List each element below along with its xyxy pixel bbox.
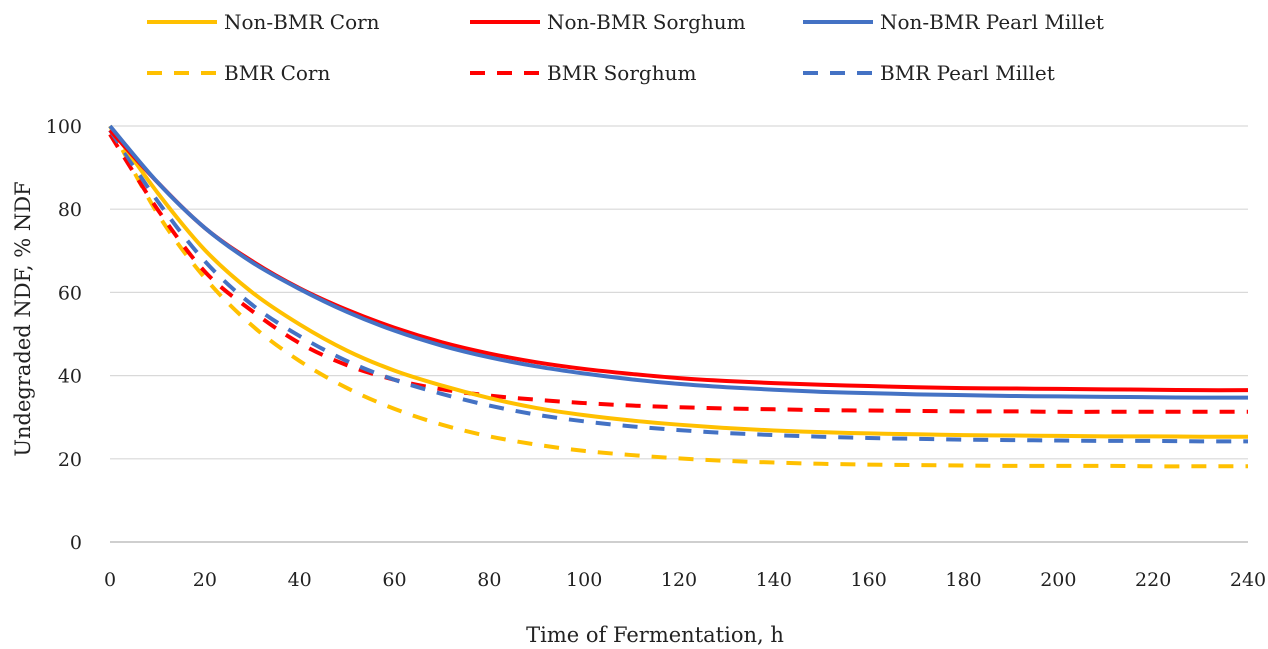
series-lines <box>108 124 1249 469</box>
x-tick-label: 60 <box>382 569 406 591</box>
series-line-non-bmr-corn <box>108 124 1249 439</box>
x-tick-label: 140 <box>756 569 792 591</box>
legend-label: Non-BMR Corn <box>224 10 380 34</box>
y-tick-label: 60 <box>58 282 82 304</box>
legend-label: BMR Sorghum <box>547 61 696 85</box>
y-tick-label: 40 <box>58 366 82 388</box>
legend-item-bmr-corn: BMR Corn <box>147 61 330 85</box>
y-tick-label: 80 <box>58 199 82 221</box>
legend-item-bmr-pearl-millet: BMR Pearl Millet <box>803 61 1055 85</box>
x-tick-label: 0 <box>104 569 116 591</box>
x-tick-label: 180 <box>945 569 981 591</box>
x-tick-label: 160 <box>851 569 887 591</box>
series-line-bmr-sorghum <box>108 133 1248 414</box>
x-tick-label: 80 <box>477 569 501 591</box>
series-line-bmr-corn <box>108 125 1248 469</box>
y-axis-label: Undegraded NDF, % NDF <box>11 181 35 456</box>
x-axis-ticks: 0 20 40 60 80 100 120 140 160 180 200 220 240 <box>104 569 1266 591</box>
series-line-non-bmr-sorghum <box>108 128 1249 393</box>
legend-label: BMR Corn <box>224 61 330 85</box>
y-tick-label: 100 <box>46 116 82 138</box>
legend: Non-BMR Corn Non-BMR Sorghum Non-BMR Pearl… <box>147 10 1104 85</box>
x-axis-label: Time of Fermentation, h <box>526 623 784 647</box>
legend-item-non-bmr-corn: Non-BMR Corn <box>147 10 380 34</box>
series-line-bmr-pearl-millet <box>108 129 1249 444</box>
legend-item-non-bmr-sorghum: Non-BMR Sorghum <box>470 10 746 34</box>
series-line-non-bmr-pearl-millet <box>108 124 1249 400</box>
y-tick-label: 0 <box>70 532 82 554</box>
legend-item-bmr-sorghum: BMR Sorghum <box>470 61 696 85</box>
y-tick-label: 20 <box>58 449 82 471</box>
x-tick-label: 20 <box>193 569 217 591</box>
legend-label: Non-BMR Pearl Millet <box>880 10 1104 34</box>
gridlines <box>110 125 1248 543</box>
x-tick-label: 200 <box>1040 569 1076 591</box>
x-tick-label: 40 <box>288 569 312 591</box>
y-axis-ticks: 0 20 40 60 80 100 <box>46 116 82 554</box>
x-tick-label: 240 <box>1230 569 1266 591</box>
legend-item-non-bmr-pearl-millet: Non-BMR Pearl Millet <box>803 10 1104 34</box>
legend-label: Non-BMR Sorghum <box>547 10 746 34</box>
x-tick-label: 220 <box>1135 569 1171 591</box>
legend-label: BMR Pearl Millet <box>880 61 1055 85</box>
x-tick-label: 120 <box>661 569 697 591</box>
x-tick-label: 100 <box>566 569 602 591</box>
